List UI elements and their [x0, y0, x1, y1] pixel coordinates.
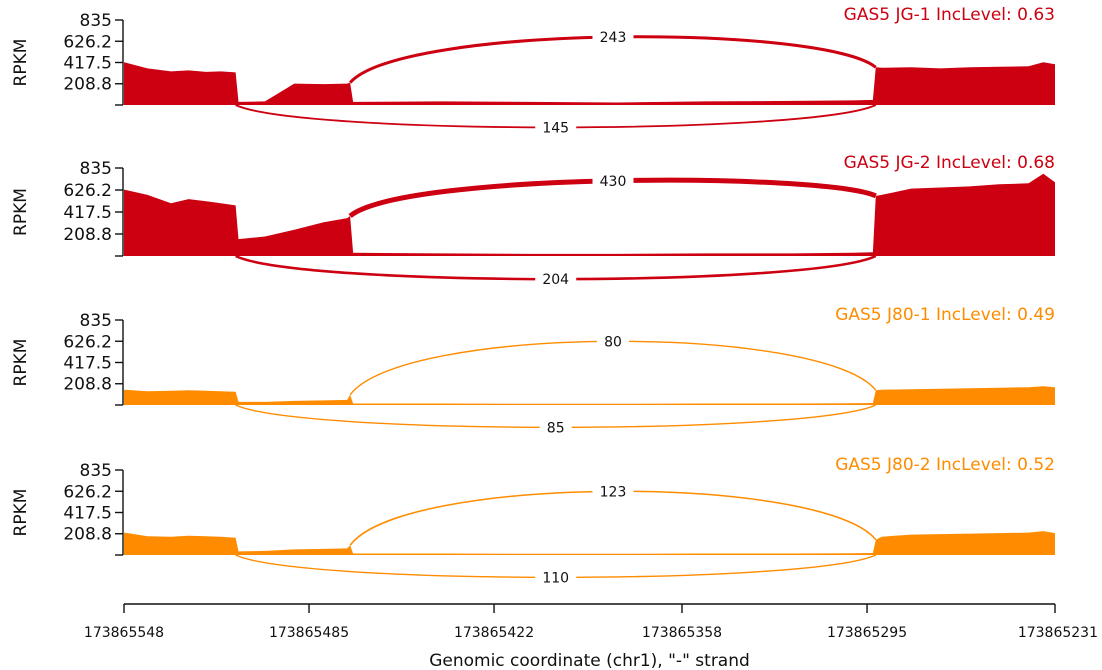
y-tick-label: 626.2: [63, 482, 112, 502]
y-tick-label: 208.8: [63, 375, 112, 395]
junction-label-bg: [535, 568, 577, 587]
y-tick-label: 626.2: [63, 181, 112, 201]
junction-label-bg: [592, 482, 634, 501]
y-tick-label: 417.5: [63, 504, 112, 524]
y-axis-label: RPKM: [11, 188, 31, 236]
x-tick-label: 173865485: [269, 625, 349, 641]
y-tick-label: 835: [80, 159, 112, 179]
x-tick-label: 173865422: [454, 625, 534, 641]
coverage-area: [124, 386, 1055, 405]
junction-label-bg: [535, 118, 577, 137]
junction-label: 85: [547, 420, 565, 436]
x-axis-label: Genomic coordinate (chr1), "-" strand: [429, 651, 750, 670]
y-tick-label: 417.5: [63, 54, 112, 74]
panel-title: GAS5 JG-2 IncLevel: 0.68: [844, 153, 1055, 173]
x-tick-label: 173865295: [827, 625, 907, 641]
y-tick-label: 626.2: [63, 332, 112, 352]
junction-label: 80: [604, 334, 622, 350]
panel-title: GAS5 J80-2 IncLevel: 0.52: [835, 455, 1055, 475]
junction-label-bg: [535, 270, 577, 289]
x-axis: 173865548 173865485 173865422 173865358 1738…: [84, 603, 1098, 670]
panel-title: GAS5 JG-1 IncLevel: 0.63: [844, 5, 1055, 25]
coverage-area: [124, 62, 1055, 105]
y-axis-label: RPKM: [11, 489, 31, 537]
junction-label-bg: [596, 332, 629, 351]
y-tick-label: 835: [80, 311, 112, 331]
x-tick-label: 173865358: [642, 625, 722, 641]
junction-label: 243: [600, 30, 627, 46]
y-tick-label: 626.2: [63, 32, 112, 52]
y-tick-label: 417.5: [63, 203, 112, 223]
junction-label-bg: [539, 418, 572, 437]
y-axis-label: RPKM: [11, 39, 31, 87]
junction-label: 145: [542, 120, 569, 136]
y-tick-label: 417.5: [63, 354, 112, 374]
x-tick-label: 173865231: [1018, 625, 1098, 641]
junction-label: 110: [542, 570, 569, 586]
junction-label: 204: [542, 272, 569, 288]
y-tick-label: 208.8: [63, 525, 112, 545]
coverage-area: [124, 531, 1055, 555]
y-tick-label: 208.8: [63, 225, 112, 245]
coverage-area: [124, 173, 1055, 256]
x-tick-label: 173865548: [84, 625, 164, 641]
y-axis-label: RPKM: [11, 339, 31, 387]
junction-label-bg: [592, 27, 634, 46]
y-tick-label: 835: [80, 461, 112, 481]
y-tick-label: 835: [80, 11, 112, 31]
junction-label: 123: [600, 484, 627, 500]
junction-label-bg: [592, 171, 634, 190]
panel-title: GAS5 J80-1 IncLevel: 0.49: [835, 305, 1055, 325]
y-tick-label: 208.8: [63, 75, 112, 95]
junction-label: 430: [600, 174, 627, 190]
